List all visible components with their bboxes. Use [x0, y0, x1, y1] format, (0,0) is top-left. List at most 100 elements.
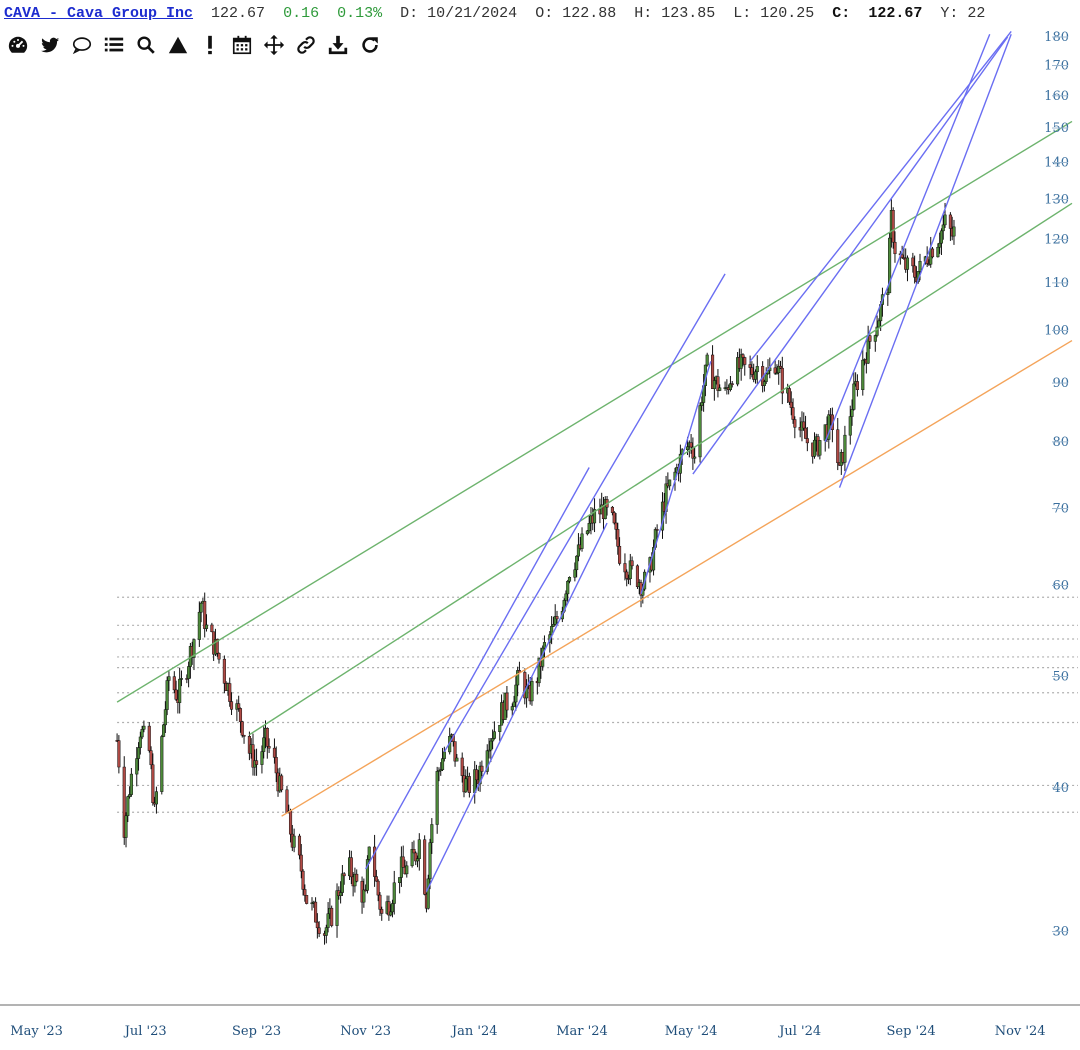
candle-down — [891, 210, 895, 243]
candle-down — [460, 757, 464, 776]
candle-up — [628, 560, 632, 579]
candle-down — [238, 708, 243, 722]
blue-trendline — [365, 467, 590, 870]
candle-down — [315, 921, 319, 929]
candle-up — [938, 242, 942, 248]
candle-up — [905, 257, 910, 270]
candle-down — [267, 746, 271, 749]
candle-up — [843, 434, 847, 463]
candle-up — [918, 261, 922, 272]
move-arrows-icon[interactable] — [260, 33, 288, 57]
x-tick-label: Sep '23 — [232, 1024, 281, 1039]
candle-up — [941, 224, 945, 232]
green-trendline — [249, 202, 1073, 736]
candle-up — [340, 873, 344, 893]
refresh-icon[interactable] — [356, 33, 384, 57]
candle-up — [498, 724, 502, 732]
close-label: C: — [832, 5, 851, 22]
candle-up — [512, 701, 516, 707]
candle-up — [861, 359, 865, 390]
candle-down — [412, 849, 416, 854]
candle-down — [374, 876, 378, 882]
price-change: 0.16 — [283, 5, 320, 22]
candle-down — [222, 658, 226, 684]
candle-up — [542, 642, 547, 649]
candle-up — [668, 479, 672, 487]
triangle-icon[interactable] — [164, 33, 192, 57]
candle-down — [778, 365, 783, 369]
blue-trendline — [443, 273, 726, 753]
candle-up — [165, 680, 169, 710]
candle-down — [265, 728, 269, 747]
candle-up — [886, 292, 890, 295]
symbol-title-link[interactable]: CAVA - Cava Group Inc — [4, 5, 194, 22]
candle-down — [423, 839, 427, 895]
price-change-percent: 0.13% — [337, 5, 383, 22]
candle-down — [711, 354, 715, 389]
candle-down — [635, 565, 640, 587]
candle-down — [610, 506, 614, 513]
candle-down — [149, 750, 153, 766]
exclamation-icon[interactable] — [196, 33, 224, 57]
candle-down — [802, 421, 806, 429]
download-icon[interactable] — [324, 33, 352, 57]
green-trendline — [116, 120, 1073, 703]
candle-up — [417, 839, 421, 859]
candle-up — [440, 758, 445, 770]
last-price: 122.67 — [211, 5, 266, 22]
twitter-bird-icon[interactable] — [36, 33, 64, 57]
candle-down — [376, 880, 380, 896]
candle-up — [179, 678, 184, 680]
list-icon[interactable] — [100, 33, 128, 57]
candle-up — [362, 889, 366, 903]
candle-up — [592, 509, 597, 524]
candle-up — [126, 796, 130, 817]
candle-down — [787, 388, 792, 403]
candle-up — [685, 446, 690, 451]
candle-up — [430, 824, 434, 843]
candle-up — [292, 835, 296, 848]
bar-date: D: 10/21/2024 — [400, 5, 518, 22]
candle-down — [789, 401, 793, 408]
candle-down — [930, 248, 935, 258]
comment-bubble-icon[interactable] — [68, 33, 96, 57]
candle-up — [160, 736, 164, 792]
candle-up — [827, 414, 831, 440]
candle-down — [380, 909, 384, 914]
candle-up — [530, 681, 534, 702]
candle-down — [730, 383, 734, 385]
candle-up — [888, 237, 892, 294]
candle-down — [555, 616, 559, 620]
x-tick-label: Jul '23 — [123, 1024, 167, 1039]
candle-up — [718, 387, 722, 391]
candle-down — [305, 895, 309, 904]
candle-up — [129, 773, 133, 795]
candle-up — [485, 750, 489, 772]
candle-down — [255, 760, 259, 765]
candle-up — [850, 409, 854, 417]
candle-down — [288, 810, 293, 835]
candle-down — [237, 703, 241, 709]
candle-down — [330, 907, 334, 926]
open-price: O: 122.88 — [535, 5, 617, 22]
candle-up — [567, 577, 572, 582]
search-icon[interactable] — [132, 33, 160, 57]
candle-up — [389, 911, 393, 916]
candle-up — [392, 882, 396, 904]
candle-up — [510, 706, 514, 711]
candle-down — [215, 638, 219, 654]
candle-up — [154, 791, 158, 805]
calendar-icon[interactable] — [228, 33, 256, 57]
quote-header: CAVA - Cava Group Inc 122.67 0.16 0.13% … — [4, 3, 1080, 27]
blue-trendline — [838, 33, 1012, 488]
x-tick-label: Jul '24 — [777, 1024, 821, 1039]
candle-up — [705, 354, 709, 366]
candle-down — [217, 653, 221, 660]
candle-down — [630, 560, 634, 567]
candle-up — [873, 335, 877, 342]
candle-up — [852, 383, 856, 410]
link-icon[interactable] — [292, 33, 320, 57]
dashboard-icon[interactable] — [4, 33, 32, 57]
x-tick-label: Nov '23 — [340, 1024, 391, 1039]
